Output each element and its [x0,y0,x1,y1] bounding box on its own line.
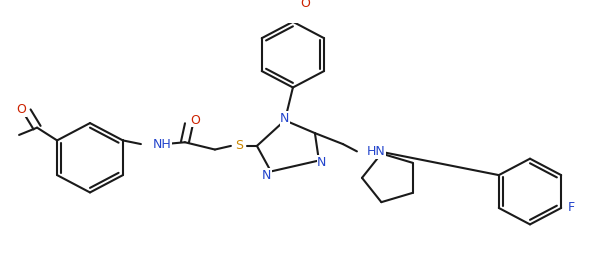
Text: O: O [190,114,200,127]
Text: NH: NH [153,138,172,151]
Text: HN: HN [367,145,385,158]
Text: N: N [280,112,290,125]
Text: O: O [300,0,310,10]
Text: O: O [16,103,26,116]
Text: N: N [317,156,327,169]
Text: F: F [568,202,575,214]
Text: S: S [235,139,243,152]
Text: N: N [262,168,271,181]
